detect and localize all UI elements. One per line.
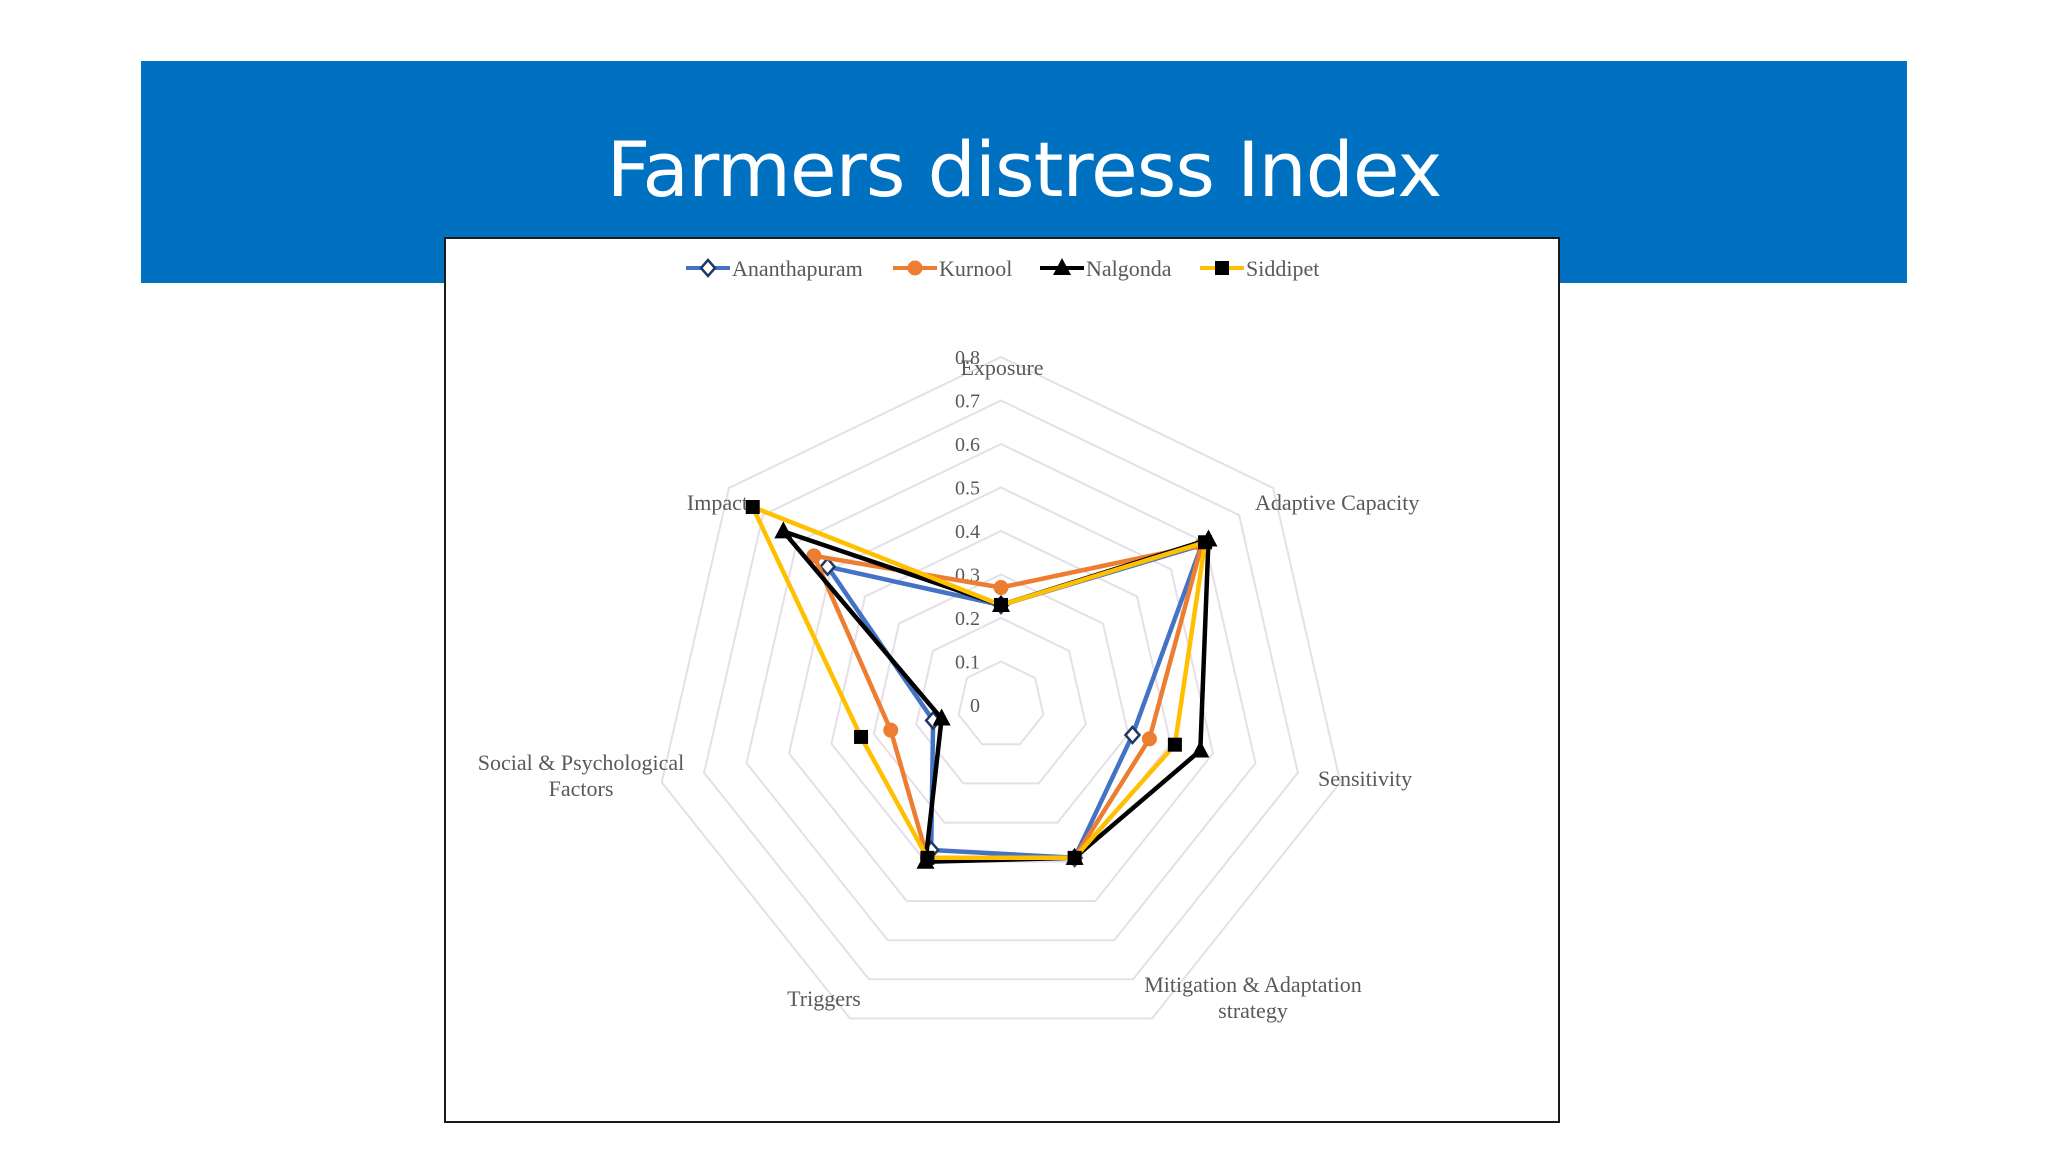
tick-label: 0.1 xyxy=(955,652,980,674)
data-point xyxy=(883,722,899,738)
legend-marker xyxy=(1215,261,1229,275)
axis-label-line: Triggers xyxy=(787,986,861,1011)
grid-ring xyxy=(872,573,1130,824)
axis-label-line: Factors xyxy=(549,776,614,801)
legend-label: Ananthapuram xyxy=(732,256,863,281)
tick-label: 0.8 xyxy=(955,347,980,369)
axis-label-line: Mitigation & Adaptation xyxy=(1144,972,1362,997)
axis-label-line: strategy xyxy=(1218,998,1288,1023)
legend-marker xyxy=(907,260,923,276)
tick-label: 0.4 xyxy=(955,521,980,543)
data-point xyxy=(920,850,935,865)
axis-label-sensitivity: Sensitivity xyxy=(1318,766,1412,791)
axis-label-line: Sensitivity xyxy=(1318,766,1412,791)
radial-tick-labels: 00.10.20.30.40.50.60.70.8 xyxy=(955,347,980,717)
tick-label: 0 xyxy=(970,695,980,717)
legend-marker xyxy=(1053,258,1071,275)
chart-legend: Ananthapuram Kurnool Nalgonda Siddipet xyxy=(686,256,1319,281)
series-siddipet xyxy=(745,500,1213,865)
data-point xyxy=(774,521,793,539)
data-point xyxy=(932,708,951,726)
axis-label-triggers: Triggers xyxy=(787,986,861,1011)
tick-label: 0.5 xyxy=(955,478,980,500)
chart-frame xyxy=(444,237,1560,1123)
legend-entry-nalgonda: Nalgonda xyxy=(1040,256,1172,281)
data-point xyxy=(854,729,869,744)
axis-label-social-psychological: Social & Psychological Factors xyxy=(478,750,685,801)
data-point xyxy=(1067,850,1082,865)
radar-grid xyxy=(660,355,1342,1020)
grid-ring xyxy=(915,616,1087,785)
data-point xyxy=(1123,725,1142,745)
series-kurnool xyxy=(806,537,1210,866)
series-line xyxy=(825,542,1204,861)
legend-label: Kurnool xyxy=(939,256,1012,281)
axis-label-impact: Impact xyxy=(687,490,748,515)
axis-label-line: Exposure xyxy=(960,355,1043,380)
tick-label: 0.6 xyxy=(955,434,980,456)
series-layer xyxy=(745,500,1218,869)
data-point xyxy=(806,548,822,564)
data-point xyxy=(818,556,837,577)
axis-label-line: Impact xyxy=(687,490,748,515)
grid-ring xyxy=(660,355,1342,1020)
data-point xyxy=(745,500,760,515)
grid-ring xyxy=(745,442,1257,942)
tick-label: 0.2 xyxy=(955,608,980,630)
axis-label-adaptive-capacity: Adaptive Capacity xyxy=(1255,490,1419,515)
axis-label-exposure: Exposure xyxy=(960,355,1043,380)
axis-label-line: Social & Psychological xyxy=(478,750,685,775)
legend-entry-ananthapuram: Ananthapuram xyxy=(686,256,863,281)
legend-entry-siddipet: Siddipet xyxy=(1200,256,1319,281)
data-point xyxy=(1167,737,1182,752)
data-point xyxy=(1191,740,1210,758)
legend-label: Nalgonda xyxy=(1086,256,1172,281)
data-point xyxy=(1141,731,1157,747)
tick-label: 0.7 xyxy=(955,391,980,413)
data-point xyxy=(993,580,1009,596)
legend-marker xyxy=(699,258,717,278)
grid-ring xyxy=(787,486,1215,902)
axis-label-line: Adaptive Capacity xyxy=(1255,490,1419,515)
axis-labels: Exposure Adaptive Capacity Sensitivity Miti… xyxy=(478,355,1420,1023)
slide-title: Farmers distress Index xyxy=(606,125,1443,214)
grid-ring xyxy=(703,399,1299,981)
legend-entry-kurnool: Kurnool xyxy=(893,256,1012,281)
data-point xyxy=(994,597,1008,612)
legend-label: Siddipet xyxy=(1246,256,1319,281)
data-point xyxy=(1198,535,1213,550)
series-line xyxy=(750,504,1208,861)
grid-ring xyxy=(957,660,1045,746)
axis-label-mitigation-adaptation: Mitigation & Adaptation strategy xyxy=(1144,972,1362,1023)
